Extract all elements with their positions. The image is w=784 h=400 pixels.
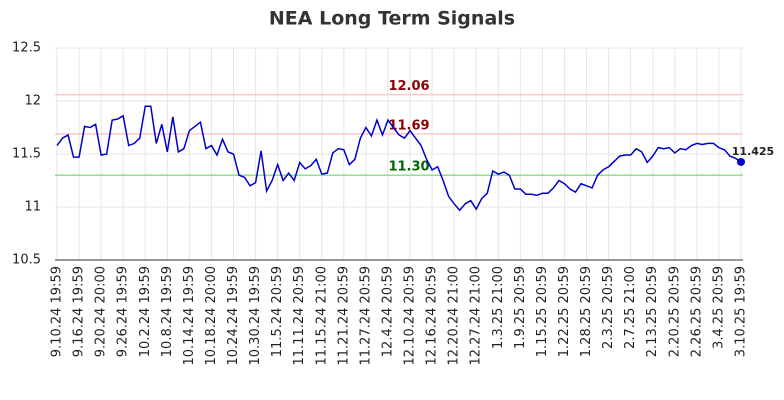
x-tick-label: 11.5.24 20:59 [270,266,285,357]
x-tick-label: 10.30.24 19:59 [248,266,263,366]
x-tick-label: 1.3.25 21:00 [491,266,506,349]
x-tick-label: 1.22.25 20:59 [557,266,572,357]
x-tick-label: 2.20.25 20:59 [667,266,682,357]
x-tick-label: 9.10.24 19:59 [50,266,65,357]
x-tick-label: 3.4.25 20:59 [711,266,726,349]
x-tick-label: 10.2.24 19:59 [138,266,153,357]
x-tick-label: 9.16.24 19:59 [72,266,87,357]
x-tick-label: 2.7.25 21:00 [623,266,638,349]
x-tick-label: 11.27.24 20:59 [358,266,373,366]
x-tick-label: 12.20.24 21:00 [447,266,462,366]
x-tick-label: 1.9.25 20:59 [513,266,528,349]
x-tick-label: 10.8.24 19:59 [160,266,175,357]
x-tick-label: 2.3.25 20:59 [601,266,616,349]
x-tick-label: 3.10.25 19:59 [734,266,749,357]
signal-label: 11.69 [388,118,429,133]
chart-title: NEA Long Term Signals [269,8,515,30]
y-tick-label: 10.5 [12,253,41,268]
x-tick-label: 12.10.24 20:59 [403,266,418,366]
x-tick-label: 1.28.25 20:59 [579,266,594,357]
x-tick-label: 10.24.24 19:59 [226,266,241,366]
x-tick-label: 1.15.25 20:59 [535,266,550,357]
x-tick-label: 12.4.24 20:59 [380,266,395,357]
x-tick-label: 2.13.25 20:59 [645,266,660,357]
x-tick-label: 10.18.24 20:00 [204,266,219,366]
last-value-label: 11.425 [732,145,774,158]
x-tick-label: 11.21.24 20:59 [336,266,351,366]
price-line [56,105,742,212]
y-tick-label: 12.5 [12,41,41,56]
signal-label: 12.06 [388,79,429,94]
x-tick-label: 11.15.24 21:00 [314,266,329,366]
x-tick-label: 12.27.24 21:00 [469,266,484,366]
x-tick-label: 11.11.24 20:59 [292,266,307,366]
signal-label: 11.30 [388,160,429,175]
x-tick-label: 10.14.24 19:59 [182,266,197,366]
last-point [737,157,745,166]
x-tick-label: 2.26.25 20:59 [689,266,704,357]
x-tick-label: 12.16.24 20:59 [425,266,440,366]
x-tick-label: 9.20.24 20:00 [94,266,109,357]
y-tick-label: 11.5 [12,147,41,162]
y-tick-label: 11 [24,200,41,215]
x-tick-label: 9.26.24 19:59 [116,266,131,357]
y-tick-label: 12 [24,94,41,109]
